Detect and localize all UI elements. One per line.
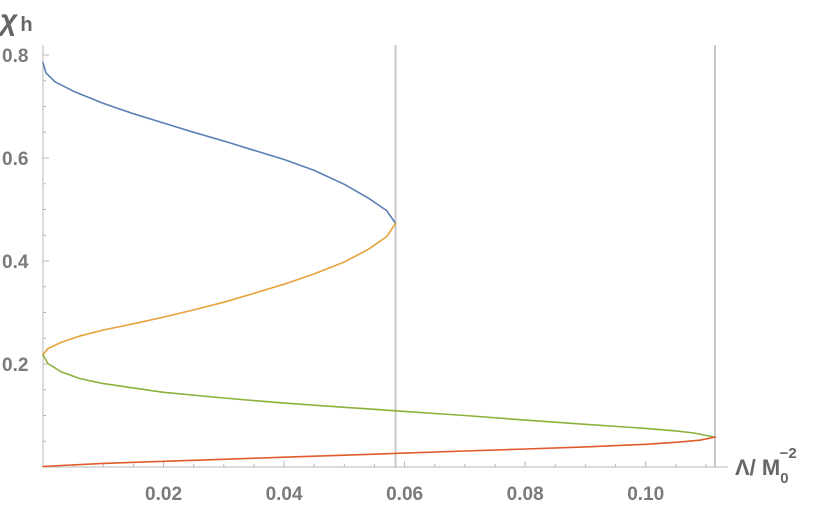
y-axis-title-main: χ: [0, 4, 19, 37]
series-line-4: [42, 436, 716, 468]
y-tick-label: 0.2: [2, 355, 28, 376]
x-axis-title-main: Λ/ M: [735, 455, 780, 480]
y-tick-label: 0.8: [2, 46, 28, 67]
ticks: 0.02 0.04 0.06 0.08 0.10 0.2 0.4 0.6 0.8: [2, 46, 707, 505]
x-tick-label: 0.08: [507, 484, 544, 505]
x-tick-label: 0.06: [386, 484, 423, 505]
x-axis-title-sub: 0: [780, 470, 788, 487]
y-tick-label: 0.4: [2, 252, 29, 273]
axes: [42, 45, 728, 468]
series-line-2: [42, 222, 397, 356]
y-tick-label: 0.6: [2, 149, 28, 170]
x-axis-title: Λ/ M0 −2: [735, 445, 797, 487]
y-axis-title-sub: h: [20, 14, 32, 36]
series-line-1: [42, 61, 397, 225]
x-axis-title-sup: −2: [780, 445, 797, 462]
series-line-3: [42, 353, 716, 438]
x-tick-label: 0.10: [627, 484, 664, 505]
series-lines: [42, 61, 716, 468]
vertical-reference-lines: [394, 45, 716, 467]
x-tick-label: 0.02: [145, 484, 182, 505]
x-tick-label: 0.04: [266, 484, 303, 505]
